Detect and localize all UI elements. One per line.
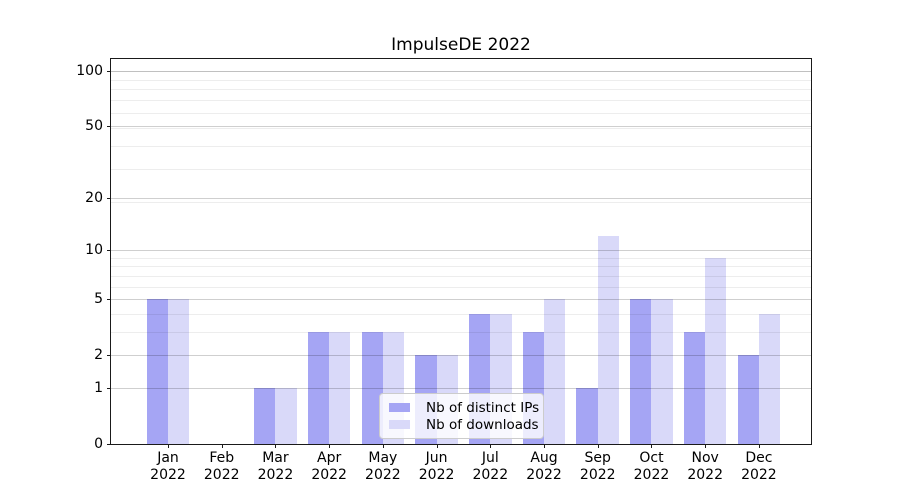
x-tick-label: Sep 2022 xyxy=(579,450,616,483)
x-tick-mark xyxy=(651,444,653,448)
gridline-major xyxy=(111,125,811,127)
bar-nb-of-downloads-oct xyxy=(651,299,673,444)
gridline-minor xyxy=(111,100,811,102)
bar-nb-of-distinct-ips-mar xyxy=(254,387,276,444)
y-tick-label: 5 xyxy=(94,291,103,308)
bar-nb-of-distinct-ips-apr xyxy=(307,331,330,444)
gridline-major xyxy=(111,197,811,199)
bar-nb-of-distinct-ips-nov xyxy=(683,331,706,444)
bar-nb-of-distinct-ips-dec xyxy=(737,355,759,444)
legend-label: Nb of distinct IPs xyxy=(426,399,540,416)
bar-nb-of-downloads-sep xyxy=(597,236,620,444)
legend: Nb of distinct IPs Nb of downloads xyxy=(379,393,544,439)
y-tick-mark xyxy=(107,355,111,357)
x-tick-label: Mar 2022 xyxy=(257,450,294,483)
y-tick-mark xyxy=(107,299,111,301)
bar-nb-of-downloads-dec xyxy=(758,313,781,444)
y-tick-mark xyxy=(107,125,111,127)
y-tick-label: 0 xyxy=(94,436,103,452)
legend-swatch-nb-of-downloads xyxy=(389,420,410,429)
x-tick-mark xyxy=(329,444,331,448)
legend-entry: Nb of downloads xyxy=(389,416,539,433)
x-tick-mark xyxy=(382,444,384,448)
y-tick-label: 10 xyxy=(85,242,103,258)
y-tick-mark xyxy=(107,250,111,251)
x-tick-mark xyxy=(221,444,223,448)
bar-nb-of-downloads-jan xyxy=(168,299,190,444)
x-tick-label: Jan 2022 xyxy=(150,450,186,483)
y-tick-mark xyxy=(107,444,111,445)
legend-label: Nb of downloads xyxy=(426,416,539,433)
bar-nb-of-distinct-ips-jan xyxy=(146,299,168,444)
gridline-minor xyxy=(111,145,811,147)
gridline-minor xyxy=(111,127,811,129)
x-tick-label: Feb 2022 xyxy=(203,450,240,483)
gridline-minor xyxy=(111,79,811,81)
chart-title: ImpulseDE 2022 xyxy=(391,35,531,55)
bar-nb-of-downloads-mar xyxy=(275,387,297,444)
y-tick-mark xyxy=(107,387,111,389)
bar-nb-of-downloads-aug xyxy=(544,299,566,444)
bar-nb-of-distinct-ips-oct xyxy=(630,299,652,444)
y-tick-mark xyxy=(107,197,111,199)
legend-entry: Nb of distinct IPs xyxy=(389,399,540,416)
gridline-minor xyxy=(111,112,811,114)
x-tick-mark xyxy=(168,444,169,448)
y-tick-mark xyxy=(107,70,111,72)
gridline-minor xyxy=(111,71,811,73)
x-tick-label: Jun 2022 xyxy=(418,450,455,483)
x-tick-mark xyxy=(544,444,546,448)
y-tick-label: 1 xyxy=(94,379,103,396)
x-tick-label: Jul 2022 xyxy=(472,450,509,483)
x-tick-label: Nov 2022 xyxy=(687,450,723,483)
x-tick-label: Aug 2022 xyxy=(526,450,562,483)
gridline-major xyxy=(111,70,811,72)
y-tick-label: 50 xyxy=(85,117,103,134)
x-tick-label: Dec 2022 xyxy=(741,450,777,483)
x-tick-label: Apr 2022 xyxy=(311,450,347,483)
gridline-minor xyxy=(111,168,811,170)
x-tick-mark xyxy=(490,444,492,448)
bar-nb-of-distinct-ips-sep xyxy=(576,387,598,444)
bar-nb-of-distinct-ips-may xyxy=(361,331,383,444)
gridline-major xyxy=(111,250,811,251)
x-tick-mark xyxy=(597,444,599,448)
gridline-minor xyxy=(111,201,811,203)
x-tick-mark xyxy=(758,444,760,448)
bar-nb-of-downloads-apr xyxy=(329,331,351,444)
legend-swatch-nb-of-distinct-ips xyxy=(389,403,410,412)
x-tick-mark xyxy=(275,444,277,448)
bar-nb-of-downloads-nov xyxy=(705,257,727,444)
y-tick-label: 100 xyxy=(76,62,103,79)
x-tick-label: May 2022 xyxy=(365,450,401,483)
gridline-minor xyxy=(111,89,811,91)
y-tick-label: 20 xyxy=(85,189,103,206)
x-tick-mark xyxy=(436,444,438,448)
x-tick-mark xyxy=(705,444,707,448)
y-tick-label: 2 xyxy=(94,347,103,364)
x-tick-label: Oct 2022 xyxy=(633,450,670,483)
